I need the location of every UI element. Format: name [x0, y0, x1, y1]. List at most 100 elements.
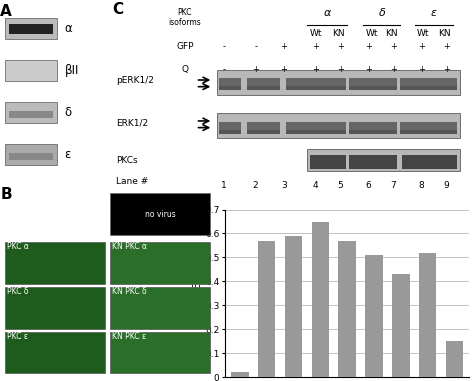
- Bar: [419, 253, 437, 377]
- Text: B: B: [0, 187, 12, 202]
- Text: KN PKC α: KN PKC α: [112, 242, 147, 251]
- Bar: [392, 274, 410, 377]
- Text: 7: 7: [391, 181, 396, 190]
- Text: no virus: no virus: [145, 210, 175, 219]
- Text: -: -: [222, 42, 225, 51]
- Bar: [219, 122, 241, 130]
- Text: 5: 5: [337, 181, 343, 190]
- Text: +: +: [418, 65, 425, 74]
- Text: ε: ε: [431, 8, 437, 18]
- Bar: [401, 126, 457, 134]
- Bar: [247, 126, 280, 134]
- Text: +: +: [443, 42, 450, 51]
- Text: PKCs: PKCs: [116, 156, 138, 165]
- Text: D: D: [191, 200, 204, 215]
- Text: KN PKC ε: KN PKC ε: [112, 332, 146, 341]
- Bar: [5, 18, 56, 39]
- Text: +: +: [390, 65, 397, 74]
- Text: +: +: [390, 42, 397, 51]
- Bar: [219, 126, 241, 134]
- Bar: [285, 236, 302, 377]
- Bar: [219, 78, 241, 86]
- Bar: [5, 242, 105, 284]
- Text: 9: 9: [444, 181, 449, 190]
- Bar: [446, 341, 463, 377]
- Bar: [349, 155, 397, 168]
- Bar: [110, 242, 210, 284]
- Bar: [110, 193, 210, 235]
- Text: Wt: Wt: [310, 29, 322, 38]
- Text: PKC α: PKC α: [7, 242, 29, 251]
- Bar: [258, 241, 275, 377]
- Bar: [247, 122, 280, 130]
- Text: +: +: [312, 65, 319, 74]
- Bar: [9, 153, 53, 160]
- Bar: [219, 83, 241, 91]
- Bar: [307, 149, 460, 171]
- Bar: [286, 126, 346, 134]
- Text: KN PKC δ: KN PKC δ: [112, 287, 147, 296]
- Bar: [5, 287, 105, 328]
- Text: +: +: [365, 65, 372, 74]
- Bar: [5, 144, 56, 165]
- Bar: [310, 155, 346, 168]
- Bar: [247, 78, 280, 86]
- Text: +: +: [281, 42, 287, 51]
- Bar: [401, 83, 457, 91]
- Bar: [5, 102, 56, 123]
- Text: δ: δ: [64, 106, 72, 119]
- Bar: [110, 287, 210, 328]
- Bar: [349, 83, 397, 91]
- Bar: [286, 122, 346, 130]
- Text: ε: ε: [64, 148, 71, 161]
- Text: α: α: [323, 8, 331, 18]
- Text: -: -: [254, 42, 257, 51]
- Bar: [349, 78, 397, 86]
- Text: +: +: [337, 65, 344, 74]
- Bar: [338, 241, 356, 377]
- Text: pERK1/2: pERK1/2: [116, 77, 154, 85]
- Text: +: +: [418, 42, 425, 51]
- Text: Wt: Wt: [417, 29, 429, 38]
- Bar: [401, 122, 457, 130]
- Text: A: A: [0, 4, 11, 19]
- Text: 6: 6: [366, 181, 372, 190]
- Text: -: -: [222, 65, 225, 74]
- Bar: [5, 60, 56, 81]
- Bar: [401, 78, 457, 86]
- Text: KN: KN: [332, 29, 345, 38]
- Text: +: +: [252, 65, 259, 74]
- Text: +: +: [337, 42, 344, 51]
- Text: +: +: [312, 42, 319, 51]
- Bar: [110, 332, 210, 373]
- Text: PKC
isoforms: PKC isoforms: [169, 8, 201, 27]
- Text: GFP: GFP: [176, 42, 194, 51]
- Text: 3: 3: [281, 181, 287, 190]
- Text: Wt: Wt: [366, 29, 378, 38]
- Bar: [9, 24, 53, 34]
- Text: βII: βII: [64, 64, 79, 77]
- Bar: [247, 83, 280, 91]
- Bar: [349, 126, 397, 134]
- Text: KN: KN: [385, 29, 398, 38]
- Bar: [286, 83, 346, 91]
- Bar: [365, 255, 383, 377]
- Bar: [217, 70, 460, 95]
- Text: PKC ε: PKC ε: [7, 332, 28, 341]
- Bar: [9, 110, 53, 118]
- Text: δ: δ: [378, 8, 385, 18]
- Text: 2: 2: [253, 181, 258, 190]
- Text: +: +: [443, 65, 450, 74]
- Bar: [349, 122, 397, 130]
- Text: +: +: [365, 42, 372, 51]
- Text: α: α: [64, 22, 72, 35]
- Bar: [312, 221, 329, 377]
- Bar: [217, 114, 460, 138]
- Text: C: C: [113, 2, 124, 17]
- Y-axis label: pERK/ERK: pERK/ERK: [192, 268, 202, 319]
- Bar: [5, 332, 105, 373]
- Bar: [231, 372, 249, 377]
- Text: PKC δ: PKC δ: [7, 287, 28, 296]
- Text: Lane #: Lane #: [116, 177, 148, 186]
- Text: ERK1/2: ERK1/2: [116, 118, 148, 127]
